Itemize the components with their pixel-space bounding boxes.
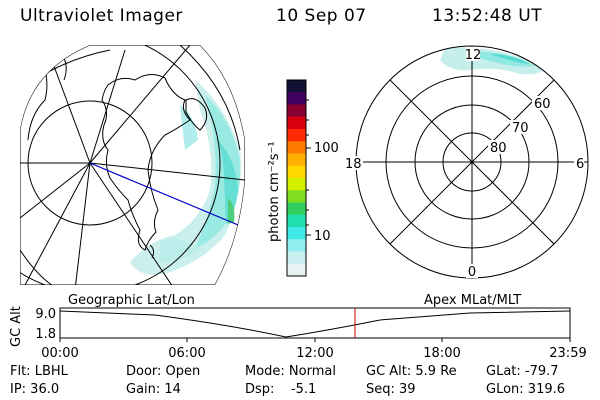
timeline-xtick: 12:00	[296, 346, 333, 361]
timeline-ytick-bottom: 1.8	[35, 327, 56, 342]
filter-info: Flt: LBHL	[10, 364, 68, 379]
mlt-label-0: 0	[468, 265, 476, 280]
timeline-xtick: 06:00	[168, 346, 205, 361]
mlt-label-6: 6	[576, 157, 584, 172]
door-info: Door: Open	[126, 364, 201, 379]
colorbar-segment	[287, 92, 306, 105]
colorbar-segment	[287, 214, 306, 228]
glon-info: GLon: 319.6	[486, 382, 566, 397]
colorbar-tick-100: 100	[314, 141, 339, 156]
dsp-info: Dsp: -5.1	[245, 382, 317, 397]
gain-info: Gain: 14	[126, 382, 181, 397]
mode-info: Mode: Normal	[245, 364, 336, 379]
mlat-label-80: 80	[490, 141, 507, 156]
timeline-xtick: 00:00	[41, 346, 78, 361]
colorbar-segment	[287, 104, 306, 118]
polar-plot: 12 18 6 0 60 70 80	[343, 45, 589, 280]
coastline	[27, 51, 208, 259]
colorbar-segment	[287, 129, 306, 142]
seq-info: Seq: 39	[366, 382, 416, 397]
colorbar-segment	[287, 165, 306, 179]
mlat-label-60: 60	[534, 97, 551, 112]
colorbar-segment	[287, 251, 306, 265]
altitude-curve	[59, 310, 571, 338]
colorbar-segment	[287, 227, 306, 240]
mlat-label-70: 70	[512, 121, 529, 136]
mlt-label-12: 12	[465, 48, 482, 63]
colorbar-segment	[287, 178, 306, 191]
date-label: 10 Sep 07	[276, 6, 367, 26]
colorbar-units-label: photon cm⁻²s⁻¹	[267, 141, 282, 242]
colorbar-segment	[287, 80, 306, 93]
gc-alt-info: GC Alt: 5.9 Re	[366, 364, 457, 379]
colorbar-frame	[286, 79, 307, 277]
colorbar-segment	[287, 153, 306, 167]
colorbar-segment	[287, 202, 306, 216]
timeline-xtick: 18:00	[423, 346, 460, 361]
colorbar-segment	[287, 116, 306, 130]
aurora-emission-map	[130, 80, 241, 275]
ip-info: IP: 36.0	[10, 382, 60, 397]
mlt-label-18: 18	[345, 157, 362, 172]
timeline-left-label: Geographic Lat/Lon	[68, 293, 195, 308]
colorbar-segment	[287, 190, 306, 203]
colorbar-segment	[287, 141, 306, 154]
geographic-map	[20, 45, 245, 285]
colorbar-segment	[287, 239, 306, 252]
colorbar-tick-10: 10	[314, 229, 331, 244]
ground-track-line	[89, 162, 245, 231]
altitude-timeline	[59, 307, 571, 342]
timeline-xtick: 23:59	[549, 346, 586, 361]
timeline-ytick-top: 9.0	[35, 307, 56, 322]
glat-info: GLat: -79.7	[486, 364, 559, 379]
colorbar-segment	[287, 263, 306, 277]
timeline-axis-title: GC Alt	[9, 306, 24, 347]
color-bar	[286, 79, 307, 277]
instrument-title: Ultraviolet Imager	[20, 6, 183, 26]
timeline-right-label: Apex MLat/MLT	[424, 293, 521, 308]
time-label: 13:52:48 UT	[432, 6, 543, 26]
